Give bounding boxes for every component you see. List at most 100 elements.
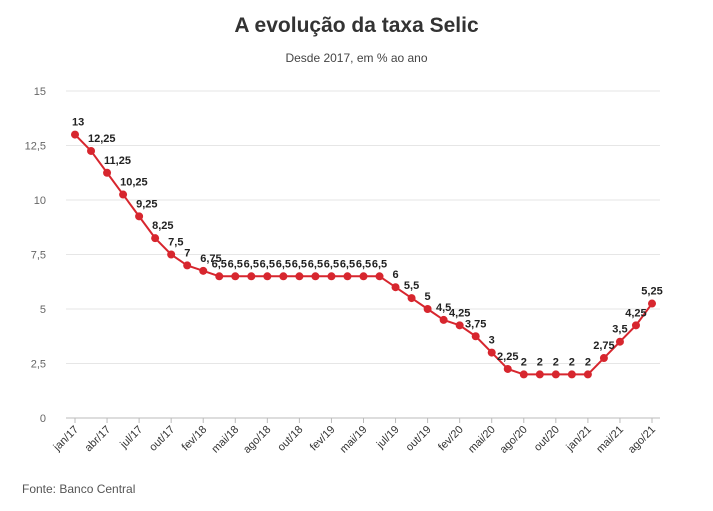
data-label: 6,5 [212,258,227,270]
data-point [567,370,576,379]
data-point [631,321,640,330]
x-tick-label: mai/21 [594,424,626,456]
data-label: 7 [184,247,190,259]
x-tick-label: fev/19 [308,424,338,454]
data-label: 4,5 [436,302,451,314]
data-point [231,272,240,281]
data-point [215,272,224,281]
x-tick-label: out/20 [532,424,562,454]
x-tick-label: ago/18 [241,424,273,456]
data-point [503,364,512,373]
x-tick-label: mai/19 [338,424,370,456]
data-point [135,212,144,221]
data-label: 5,25 [641,286,662,298]
data-label: 6,5 [308,258,323,270]
data-point [423,305,432,313]
chart-subtitle: Desde 2017, em % ao ano [285,51,428,65]
y-tick-label: 5 [40,304,46,316]
data-label: 2 [569,356,575,368]
data-label: 13 [72,117,84,129]
y-tick-label: 2,5 [31,359,46,371]
y-tick-label: 12,5 [25,141,46,153]
x-tick-label: abr/17 [83,424,114,455]
data-point [439,315,448,324]
data-point [279,272,288,281]
data-label: 3 [489,335,495,347]
data-label: 6,5 [340,258,355,270]
data-point [103,168,112,177]
chart-source: Fonte: Banco Central [22,482,136,496]
data-point [487,348,496,357]
data-point [407,294,416,303]
data-label: 2 [537,356,543,368]
data-point [119,190,128,199]
data-point [375,272,384,281]
x-tick-label: fev/18 [180,424,210,454]
data-label: 2 [585,356,591,368]
x-tick-label: mai/18 [210,424,242,456]
data-label: 2,25 [497,351,518,363]
x-tick-label: out/19 [404,424,434,454]
data-label: 6,5 [292,258,307,270]
x-tick-label: out/18 [275,424,305,454]
data-label: 6,5 [372,258,387,270]
data-point [151,234,160,243]
data-label: 4,25 [625,307,646,319]
data-point [615,337,624,346]
data-point [648,299,656,308]
data-label: 7,5 [168,237,183,249]
data-label: 11,25 [104,155,131,167]
data-point [343,272,352,281]
data-point [295,272,304,281]
x-tick-label: out/17 [147,424,177,454]
data-point [455,321,464,330]
y-tick-label: 7,5 [31,250,46,262]
data-label: 2 [553,356,559,368]
data-point [535,370,544,379]
x-tick-label: fev/20 [436,424,466,454]
data-label: 10,25 [120,177,148,189]
x-tick-label: jul/19 [374,424,402,452]
data-point [71,130,79,139]
data-label: 6,5 [356,258,371,270]
data-point [247,272,256,281]
data-label: 6 [392,269,398,281]
y-tick-label: 10 [34,195,46,207]
data-label: 6,5 [228,258,243,270]
data-label: 9,25 [136,198,157,210]
data-point [519,370,528,379]
x-tick-label: jul/17 [117,424,145,452]
x-tick-label: mai/20 [466,424,498,456]
data-point [167,250,176,259]
data-point [391,283,400,292]
x-tick-label: jan/21 [564,424,594,454]
data-point [199,266,208,275]
data-label: 3,75 [465,318,486,330]
data-label: 4,25 [449,307,470,319]
data-label: 8,25 [152,220,173,232]
x-tick-label: jan/17 [51,424,81,454]
data-point [471,332,480,341]
data-label: 2 [521,356,527,368]
data-label: 6,75 [200,253,221,265]
data-point [311,272,320,281]
data-point [183,261,192,270]
data-label: 5 [425,291,431,303]
data-point [87,146,96,155]
data-label: 6,5 [244,258,259,270]
data-label: 6,5 [324,258,339,270]
y-tick-label: 0 [40,413,46,425]
data-label: 3,5 [612,324,627,336]
data-point [263,272,272,281]
data-point [583,370,592,379]
data-point [327,272,336,281]
data-label: 6,5 [260,258,275,270]
x-tick-label: ago/21 [626,424,658,456]
data-point [599,354,608,363]
data-point [359,272,368,281]
data-label: 2,75 [593,340,614,352]
chart-title: A evolução da taxa Selic [234,14,479,37]
data-label: 12,25 [88,133,116,145]
data-point [551,370,560,379]
